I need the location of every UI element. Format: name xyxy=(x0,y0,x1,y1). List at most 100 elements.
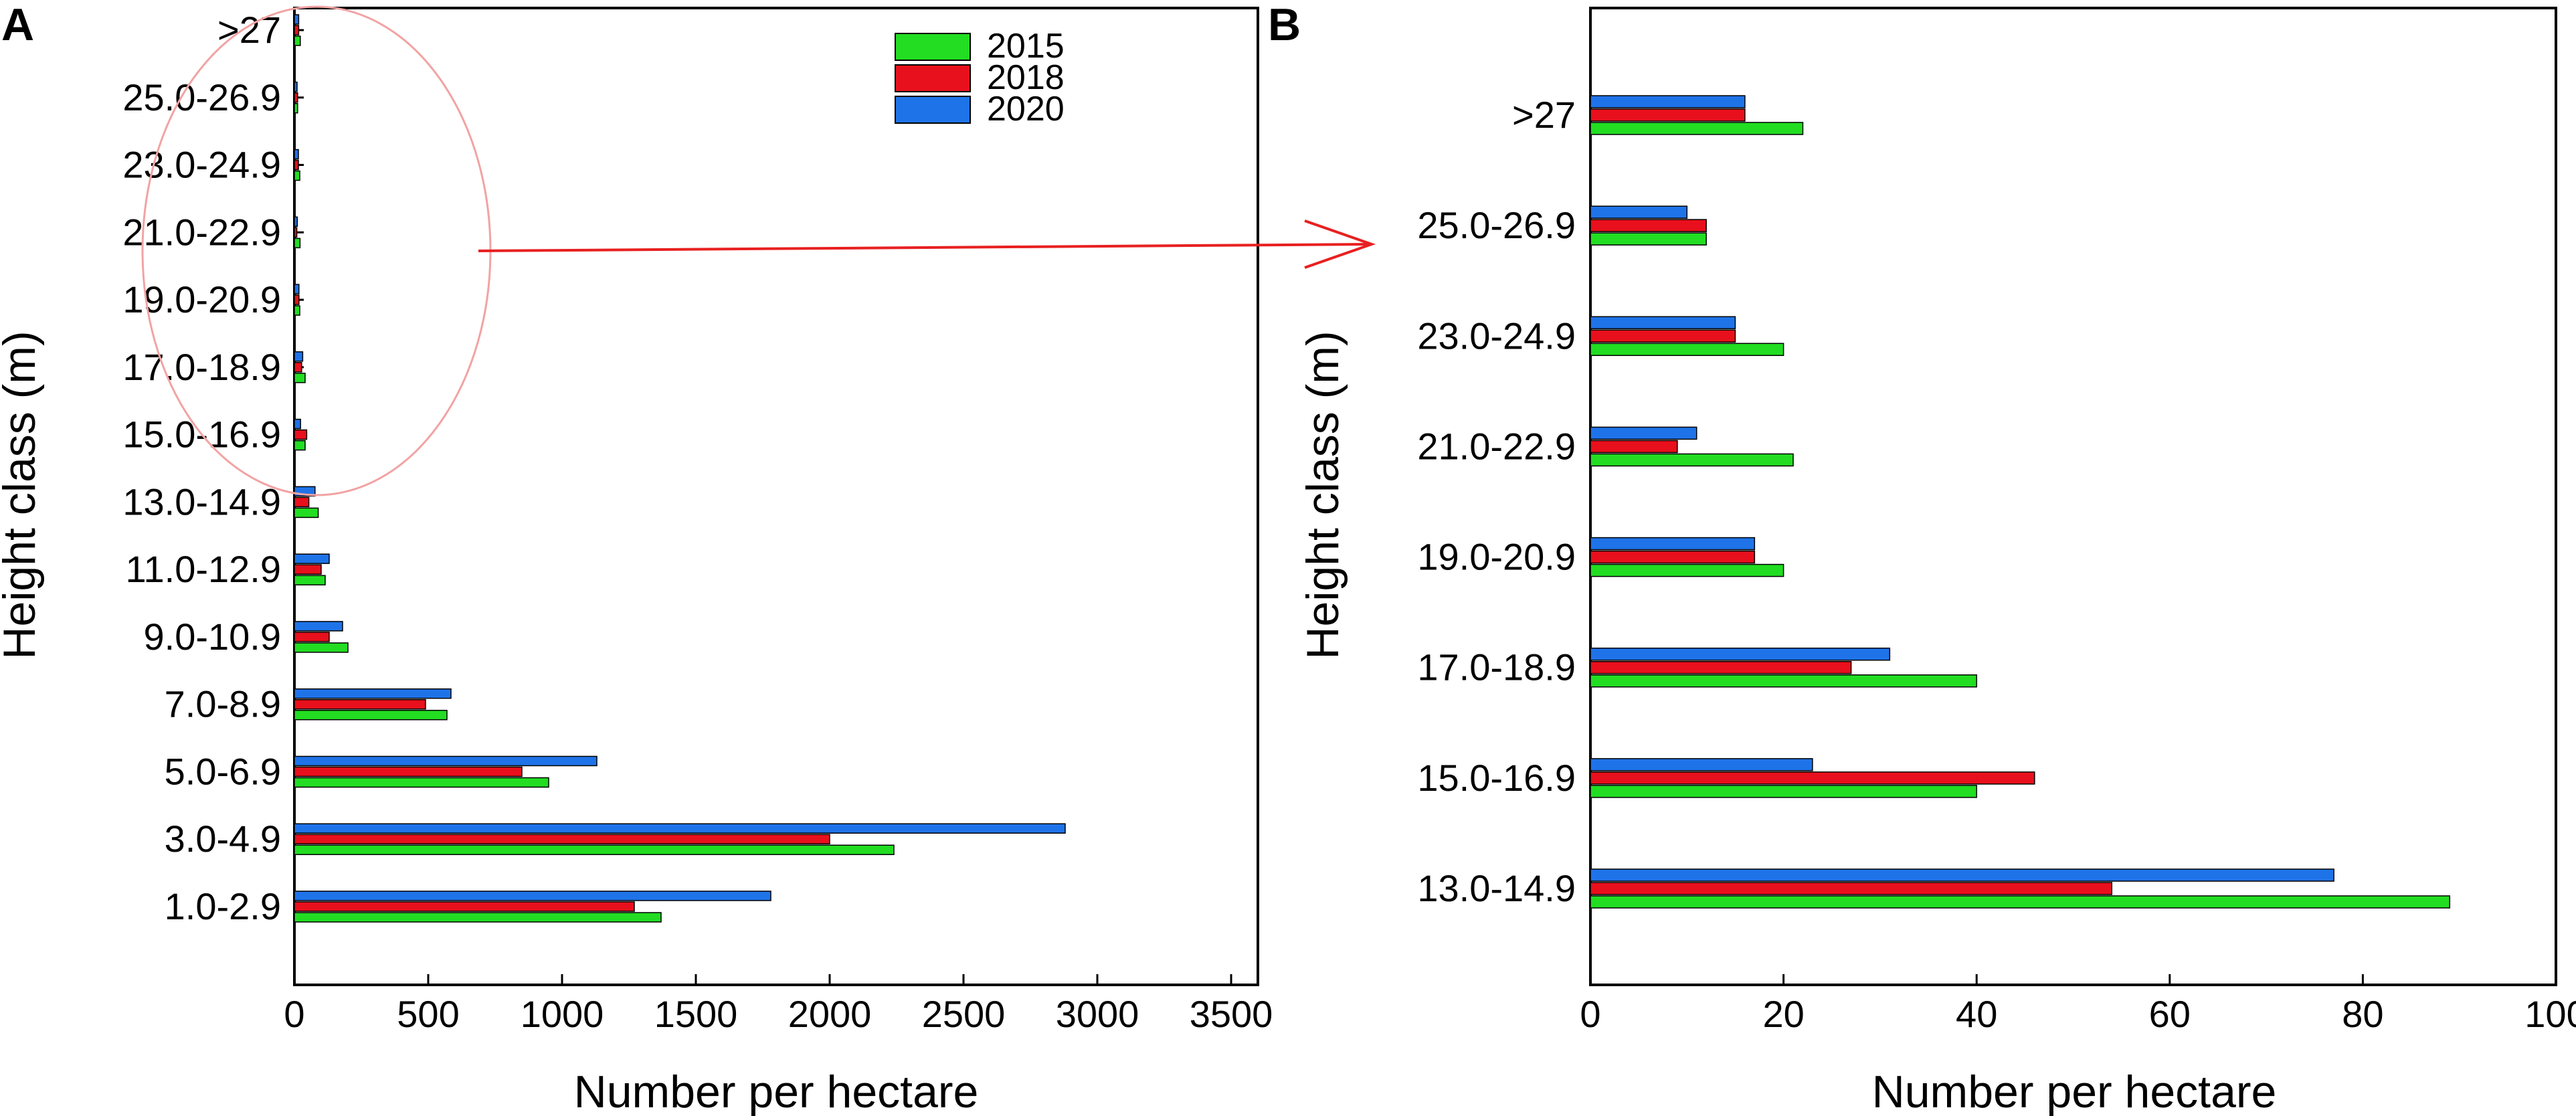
bar-2018 xyxy=(294,834,830,844)
bar-2018 xyxy=(294,92,298,103)
bar-2020 xyxy=(294,216,298,227)
x-tick-label: 60 xyxy=(2149,993,2191,1035)
bar-2020 xyxy=(294,621,343,632)
bar-2018 xyxy=(294,429,308,440)
bar-2015 xyxy=(294,575,326,585)
bar-2018 xyxy=(294,294,300,305)
panel-b-chart: 0 20 40 60 80 100 13.0-14.9 15.0-16.9 17.0-18.9… xyxy=(1297,7,2576,1116)
bar-2015 xyxy=(294,507,319,519)
bar-2018 xyxy=(294,159,299,171)
y-tick-label: 19.0-20.9 xyxy=(1417,536,1576,578)
bar-2015 xyxy=(1590,453,1794,467)
bar-2015 xyxy=(1590,343,1784,357)
x-tick-label: 2000 xyxy=(788,993,872,1035)
bar-2018 xyxy=(294,564,322,575)
bar-2020 xyxy=(294,351,304,362)
x-tick-label: 1000 xyxy=(521,993,604,1035)
y-tick-label: >27 xyxy=(1512,94,1576,136)
bar-2018 xyxy=(294,632,330,642)
x-tick-label: 40 xyxy=(1956,993,1997,1035)
bar-2020 xyxy=(1590,868,2334,882)
bar-2020 xyxy=(294,688,452,699)
y-tick-label: 21.0-22.9 xyxy=(1417,425,1576,467)
bar-2020 xyxy=(1590,95,1746,108)
bar-2018 xyxy=(1590,440,1678,454)
x-tick-label: 0 xyxy=(284,993,304,1035)
bar-2015 xyxy=(294,777,549,788)
bar-2018 xyxy=(1590,660,1852,674)
x-tick-label: 2500 xyxy=(922,993,1006,1035)
legend-label-2020: 2020 xyxy=(987,90,1065,128)
bar-2020 xyxy=(294,14,300,25)
bar-2015 xyxy=(294,35,301,46)
y-tick-label: 13.0-14.9 xyxy=(122,480,281,523)
x-tick-label: 3500 xyxy=(1190,993,1273,1035)
y-tick-label: 1.0-2.9 xyxy=(165,885,281,927)
bar-2018 xyxy=(1590,882,2112,895)
bar-2020 xyxy=(294,418,301,430)
panel-a-chart: 0 500 1000 1500 2000 2500 3000 3500 1.0-2.9 3.0-… xyxy=(0,7,1273,1116)
bar-2015 xyxy=(1590,895,2451,909)
bar-2020 xyxy=(294,82,298,92)
bar-2020 xyxy=(1590,426,1697,440)
y-tick-label: 3.0-4.9 xyxy=(165,818,281,860)
bar-2015 xyxy=(294,305,300,316)
x-tick-label: 0 xyxy=(1580,993,1600,1035)
bar-2015 xyxy=(294,103,298,114)
bar-2015 xyxy=(294,844,895,855)
bar-2020 xyxy=(294,553,330,564)
y-tick-label: 17.0-18.9 xyxy=(122,346,281,388)
bar-2015 xyxy=(1590,563,1784,577)
y-tick-label: 25.0-26.9 xyxy=(122,76,281,118)
legend-label-2015: 2015 xyxy=(987,27,1065,66)
bar-2018 xyxy=(294,699,426,710)
bar-2020 xyxy=(1590,647,1891,661)
x-tick-label: 100 xyxy=(2524,993,2576,1035)
bar-2015 xyxy=(1590,674,1977,688)
zoom-arrow xyxy=(478,219,1376,269)
bar-2018 xyxy=(294,901,635,912)
bar-2015 xyxy=(294,440,306,451)
y-tick-label: 23.0-24.9 xyxy=(122,144,281,186)
bar-2015 xyxy=(294,373,306,383)
legend-swatch-2018 xyxy=(895,64,971,92)
y-tick-label: 21.0-22.9 xyxy=(122,211,281,253)
panel-b-frame xyxy=(1589,7,2557,986)
bar-2020 xyxy=(1590,537,1756,551)
bar-2020 xyxy=(294,149,299,160)
y-tick-label: 11.0-12.9 xyxy=(126,548,281,590)
x-tick-label: 500 xyxy=(397,993,459,1035)
bar-2018 xyxy=(294,25,300,35)
y-tick-label: 25.0-26.9 xyxy=(1417,204,1576,246)
bar-2018 xyxy=(1590,550,1756,564)
y-tick-label: 17.0-18.9 xyxy=(1417,646,1576,688)
panel-b-x-axis-title: Number per hectare xyxy=(1872,1066,2277,1116)
bar-2020 xyxy=(294,755,597,767)
legend-swatch-2020 xyxy=(895,96,971,124)
panel-a-x-ticks: 0 500 1000 1500 2000 2500 3000 3500 xyxy=(284,974,1273,1035)
bar-2018 xyxy=(1590,219,1707,232)
bar-2015 xyxy=(294,709,448,721)
x-tick-label: 20 xyxy=(1762,993,1804,1035)
bar-2015 xyxy=(294,238,301,249)
panel-a-y-axis-title: Height class (m) xyxy=(0,331,45,659)
panel-b-y-axis-title: Height class (m) xyxy=(1297,331,1348,659)
y-tick-label: 15.0-16.9 xyxy=(1417,757,1576,799)
bar-2015 xyxy=(294,912,662,923)
panel-b-x-ticks: 0 20 40 60 80 100 xyxy=(1580,974,2576,1035)
x-tick-label: 3000 xyxy=(1056,993,1139,1035)
bar-2015 xyxy=(1590,232,1707,246)
x-tick-label: 80 xyxy=(2342,993,2383,1035)
bar-2015 xyxy=(1590,122,1804,135)
bar-2015 xyxy=(1590,785,1977,798)
bar-2020 xyxy=(294,823,1066,834)
bar-2020 xyxy=(1590,205,1688,219)
legend-swatch-2015 xyxy=(895,33,971,61)
bar-2018 xyxy=(294,766,523,777)
y-tick-label: 13.0-14.9 xyxy=(1417,867,1576,909)
panel-a-bars xyxy=(294,14,1066,923)
y-tick-label: 5.0-6.9 xyxy=(165,750,281,792)
panel-b-label: B xyxy=(1268,0,1301,50)
